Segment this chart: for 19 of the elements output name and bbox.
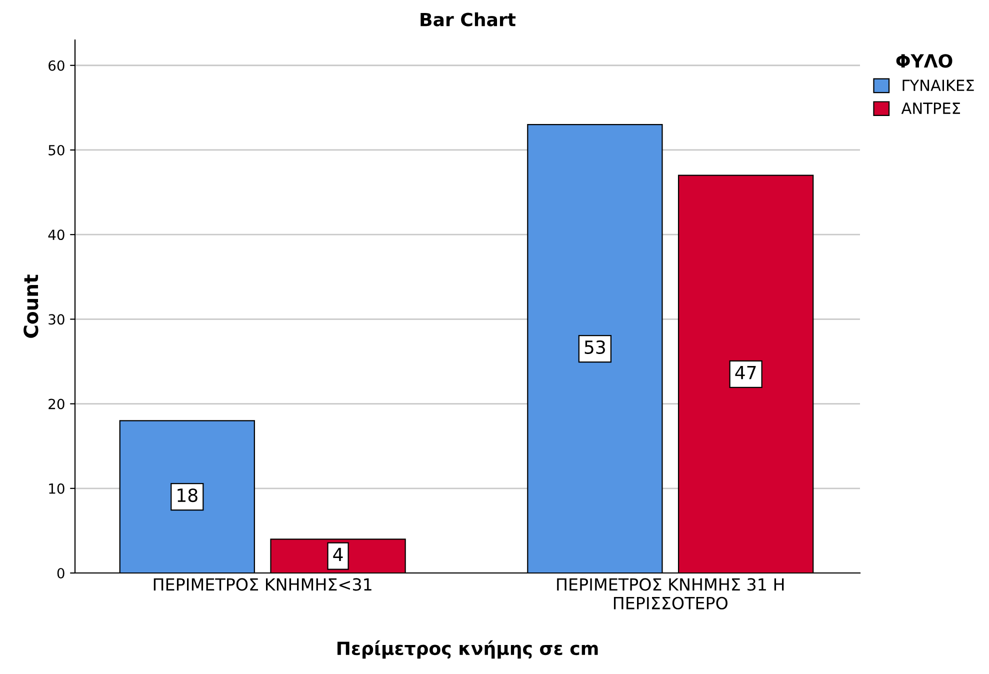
y-tick-label: 60	[48, 60, 64, 71]
legend-label: ΓΥΝΑΙΚΕΣ	[902, 80, 974, 91]
data-label: 53	[584, 340, 605, 354]
data-label: 18	[178, 488, 198, 502]
data-label: 4	[333, 548, 343, 562]
legend-title: ΦΥΛΟ	[896, 54, 952, 68]
y-tick-label: 50	[48, 144, 64, 156]
chart-title: Bar Chart	[420, 12, 516, 26]
y-tick-label: 10	[49, 483, 64, 494]
x-tick-label: ΠΕΡΙΜΕΤΡΟΣ ΚΝΗΜΗΣ<31	[154, 578, 372, 591]
y-tick-label: 0	[57, 568, 64, 578]
y-tick-label: 40	[48, 230, 64, 240]
x-tick-label: ΠΕΡΙΜΕΤΡΟΣ ΚΝΗΜΗΣ 31 Η ΠΕΡΙΣΣΟΤΕΡΟ	[557, 578, 784, 610]
y-tick-label: 30	[48, 314, 64, 325]
y-tick-label: 20	[48, 398, 64, 410]
x-axis-title: Περίμετρος κνήμης σε cm	[338, 640, 598, 659]
y-axis-title: Count	[24, 274, 38, 338]
data-label: 47	[735, 366, 756, 380]
legend-label: ΑΝΤΡΕΣ	[901, 102, 960, 114]
